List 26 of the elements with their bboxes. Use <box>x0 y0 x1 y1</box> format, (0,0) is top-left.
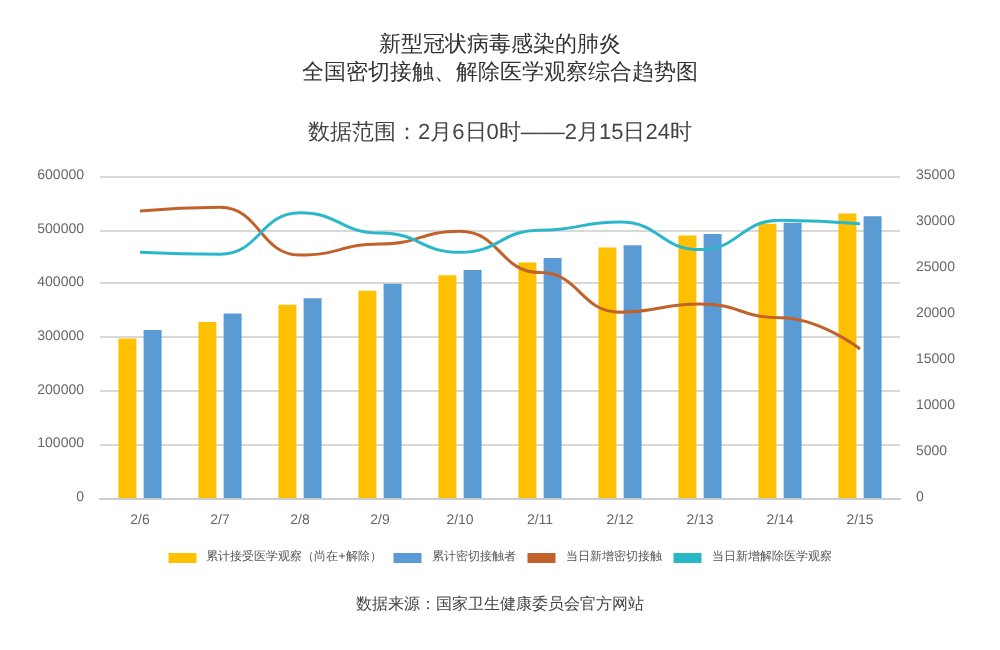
bar <box>143 330 162 498</box>
source-note: 数据来源：国家卫生健康委员会官方网站 <box>356 595 644 613</box>
bar <box>303 298 322 498</box>
line-series <box>138 211 862 256</box>
bar <box>623 245 642 498</box>
bar <box>278 304 297 498</box>
bar <box>438 275 457 498</box>
line-series <box>138 205 862 351</box>
text: 数据范围：2月6日0时——2月15日24时 <box>308 119 692 145</box>
chart-title: 新型冠状病毒感染的肺炎 <box>379 31 621 57</box>
bar <box>838 213 857 498</box>
bar <box>678 235 697 498</box>
bar <box>223 313 242 498</box>
bar <box>598 247 617 498</box>
bar <box>783 222 802 498</box>
bar <box>463 269 482 498</box>
bar <box>383 283 402 498</box>
bar <box>543 258 562 498</box>
bar <box>758 223 777 498</box>
bar <box>518 262 537 498</box>
bar <box>703 233 722 498</box>
bar <box>198 321 217 498</box>
bar <box>358 290 377 498</box>
bar <box>863 216 882 498</box>
chart-subtitle: 全国密切接触、解除医学观察综合趋势图 <box>302 59 698 85</box>
bar <box>118 338 137 498</box>
